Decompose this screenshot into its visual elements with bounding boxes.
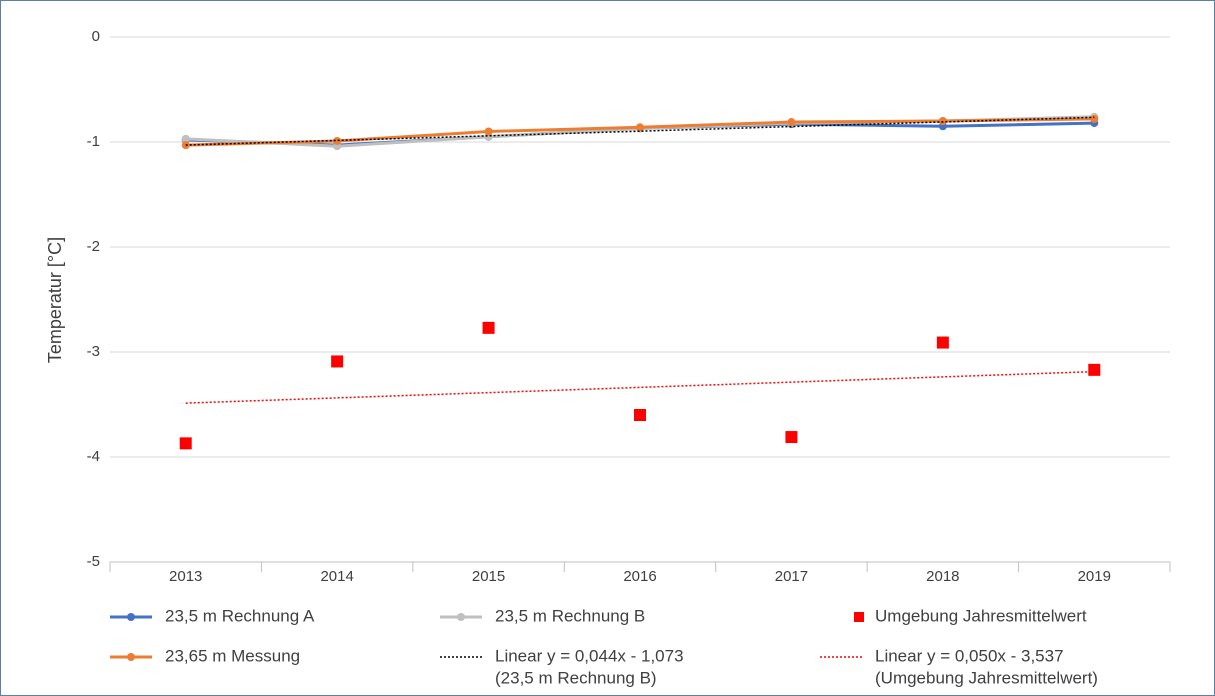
legend-label: Umgebung Jahresmittelwert	[875, 606, 1087, 625]
y-tick-label: -4	[87, 448, 100, 465]
point	[1090, 114, 1099, 123]
legend-label: 23,65 m Messung	[165, 646, 300, 665]
legend-label: 23,5 m Rechnung B	[495, 606, 645, 625]
y-tick-label: 0	[92, 28, 100, 45]
point	[482, 321, 495, 334]
x-tick-label: 2019	[1078, 568, 1111, 585]
legend-marker	[854, 612, 864, 622]
legend-label: (23,5 m Rechnung B)	[495, 668, 657, 687]
point	[181, 134, 190, 143]
x-tick-label: 2013	[169, 568, 202, 585]
y-tick-label: -1	[87, 133, 100, 150]
legend-marker	[457, 613, 465, 621]
point	[181, 141, 190, 150]
point	[636, 123, 644, 132]
point	[333, 136, 342, 145]
x-tick-label: 2018	[926, 568, 959, 585]
x-tick-label: 2014	[320, 568, 353, 585]
y-tick-label: -3	[87, 343, 100, 360]
trend-line	[185, 370, 1095, 404]
x-tick-label: 2016	[623, 568, 656, 585]
point	[634, 409, 646, 421]
y-tick-label: -2	[87, 238, 100, 255]
y-tick-label: -5	[87, 553, 100, 570]
legend-label: 23,5 m Rechnung A	[165, 606, 315, 625]
trend-line	[185, 116, 1095, 146]
point	[785, 431, 798, 444]
point	[484, 127, 493, 136]
x-tick-label: 2017	[775, 568, 808, 585]
legend-label: Linear y = 0,050x - 3,537	[875, 646, 1064, 665]
point	[179, 437, 192, 450]
point	[938, 117, 947, 125]
legend-label: (Umgebung Jahresmittelwert)	[875, 668, 1098, 687]
point	[1088, 363, 1101, 376]
legend-marker	[127, 653, 135, 661]
point	[787, 118, 796, 127]
legend-marker	[127, 613, 135, 621]
x-tick-label: 2015	[472, 568, 505, 585]
point	[331, 355, 344, 368]
y-axis-label: Temperatur [°C]	[45, 237, 65, 363]
point	[936, 336, 949, 349]
legend-label: Linear y = 0,044x - 1,073	[495, 646, 684, 665]
